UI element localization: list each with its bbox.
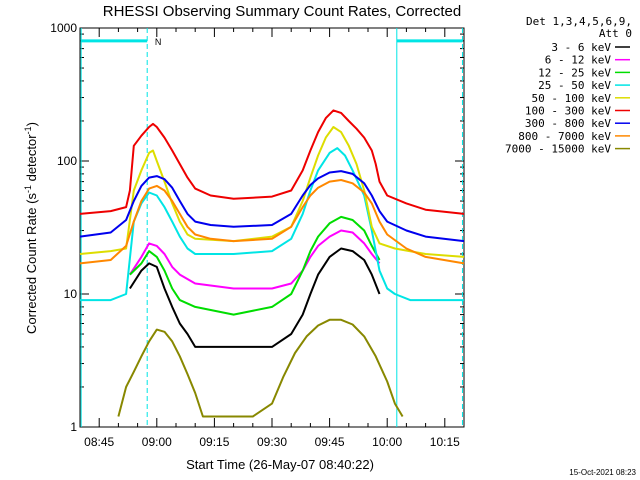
x-tick-label: 10:15: [430, 435, 460, 449]
timestamp: 15-Oct-2021 08:23: [569, 468, 636, 477]
legend-entry-label: 50 - 100 keV: [532, 92, 612, 105]
series-layer: [79, 109, 465, 418]
chart-title: RHESSI Observing Summary Count Rates, Co…: [103, 3, 461, 20]
x-tick-label: 09:00: [142, 435, 172, 449]
legend-entry-label: 3 - 6 keV: [551, 41, 611, 54]
x-tick-label: 10:00: [372, 435, 402, 449]
series-line-1: [129, 247, 381, 348]
series-line-6: [79, 109, 465, 215]
y-tick-label: 1: [70, 420, 77, 434]
x-tick-label: 09:15: [199, 435, 229, 449]
legend-entry-label: 6 - 12 keV: [545, 54, 612, 67]
legend-header-line-1: Det 1,3,4,5,6,9,: [526, 15, 632, 28]
legend-entry-label: 300 - 800 keV: [525, 117, 611, 130]
x-tick-label: 09:30: [257, 435, 287, 449]
plot-frame: [79, 27, 465, 428]
y-tick-label: 1000: [50, 21, 77, 35]
legend-entry-label: 800 - 7000 keV: [518, 130, 611, 143]
y-tick-label: 10: [64, 287, 78, 301]
legend-entry-label: 12 - 25 keV: [538, 66, 611, 79]
y-tick-label: 100: [57, 154, 77, 168]
x-axis-label: Start Time (26-May-07 08:40:22): [186, 457, 374, 472]
marker-label: N: [155, 37, 162, 47]
series-line-4: [80, 147, 464, 302]
series-line-3: [129, 215, 381, 316]
legend-entry-label: 25 - 50 keV: [538, 79, 611, 92]
series-line-8: [79, 179, 465, 265]
series-line-7: [79, 170, 465, 243]
legend-entry-label: 7000 - 15000 keV: [505, 143, 611, 156]
y-axis-label: Corrected Count Rate (s-1 detector-1): [23, 122, 39, 334]
series-line-2: [129, 229, 381, 290]
legend-entry-label: 100 - 300 keV: [525, 105, 611, 118]
attenuator-marker-layer: N: [80, 28, 463, 427]
axes-layer: 1 10 100 1000 08:45 09:00 09:15 09:30 09:45 10:00…: [50, 21, 465, 449]
series-line-9: [117, 318, 404, 418]
x-tick-label: 08:45: [84, 435, 114, 449]
x-tick-label: 09:45: [315, 435, 345, 449]
legend-header-line-2: Att 0: [599, 27, 632, 40]
